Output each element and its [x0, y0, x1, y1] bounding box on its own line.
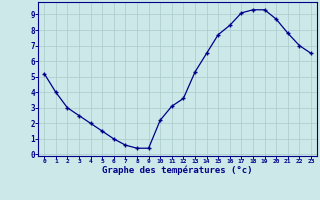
X-axis label: Graphe des températures (°c): Graphe des températures (°c): [102, 166, 253, 175]
